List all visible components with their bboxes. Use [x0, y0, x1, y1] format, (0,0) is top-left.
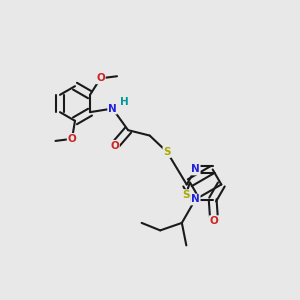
- Text: N: N: [191, 164, 200, 175]
- Text: N: N: [108, 103, 117, 114]
- Text: O: O: [68, 134, 76, 144]
- Text: O: O: [110, 141, 119, 151]
- Text: S: S: [163, 147, 171, 157]
- Text: O: O: [96, 73, 105, 83]
- Text: N: N: [191, 194, 200, 205]
- Text: H: H: [119, 97, 128, 107]
- Text: O: O: [210, 216, 218, 226]
- Text: S: S: [182, 190, 190, 200]
